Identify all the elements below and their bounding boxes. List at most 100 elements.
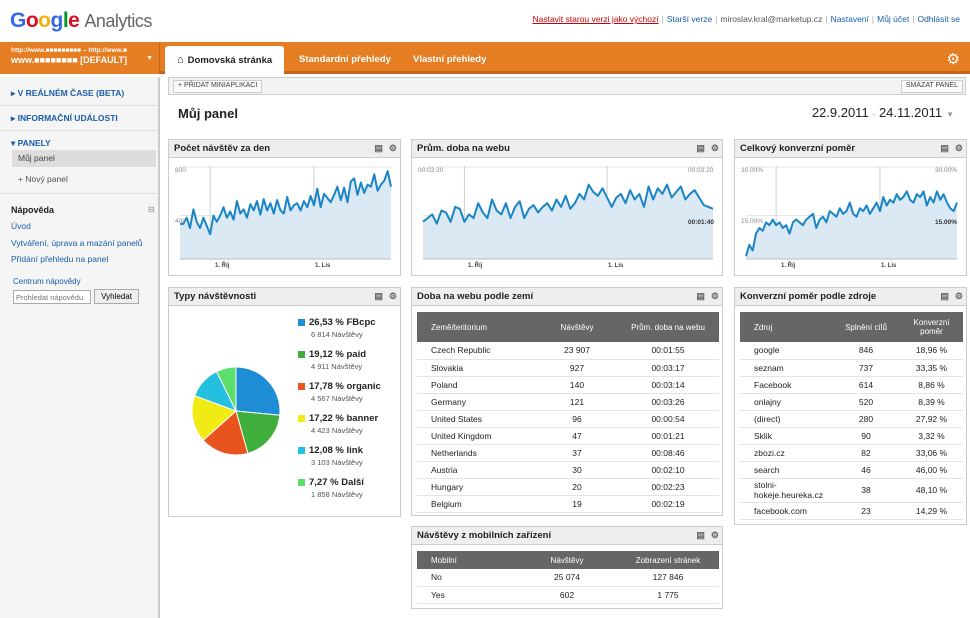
table-row[interactable]: zbozi.cz 82 33,06 % [740,444,963,462]
table-cell: 27,92 % [900,410,963,428]
gear-icon[interactable]: ⚙ [954,291,963,301]
widget-title: Počet návštěv za den [174,143,271,154]
help-link-intro[interactable]: Úvod [11,221,31,231]
area-fill [423,184,713,259]
help-link-add-report[interactable]: Přidání přehledu na panel [11,254,109,264]
table-row[interactable]: Facebook 614 8,86 % [740,376,963,394]
logout-link[interactable]: Odhlásit se [917,14,960,24]
table-cell: 19 [537,495,617,513]
legend-visits: 1 858 Návštěvy [311,490,363,499]
col-header: Prům. doba na webu [617,312,719,342]
table-row[interactable]: Yes 602 1 775 [417,586,719,604]
report-icon[interactable]: ▤ [696,530,705,540]
gear-icon[interactable]: ⚙ [946,51,960,68]
gear-icon[interactable]: ⚙ [710,143,719,153]
series-line [422,183,714,225]
table-cell: 20 [537,478,617,496]
table-cell: 14,29 % [900,502,963,520]
table-row[interactable]: Belgium 19 00:02:19 [417,495,719,513]
set-old-version-link[interactable]: Nastavit starou verzi jako výchozí [532,14,659,24]
table-cell: 00:02:19 [617,495,719,513]
y-label-mid-right: 15.00% [935,219,957,226]
add-widget-button[interactable]: + PŘIDAT MINIAPLIKACI [173,80,263,93]
legend-swatch [298,351,305,358]
area-fill [746,191,957,259]
table-row[interactable]: Netherlands 37 00:08:46 [417,444,719,462]
table-row[interactable]: Slovakia 927 00:03:17 [417,359,719,377]
table-row[interactable]: United States 96 00:00:54 [417,410,719,428]
gear-icon[interactable]: ⚙ [388,143,397,153]
date-range-picker[interactable]: 22.9.2011 - 24.11.2011 ▼ [812,105,954,120]
gear-icon[interactable]: ⚙ [710,291,719,301]
table-row[interactable]: onlajny 520 8,39 % [740,393,963,411]
legend-visits: 3 103 Návštěvy [311,458,363,467]
settings-link[interactable]: Nastavení [830,14,869,24]
help-search-button[interactable]: Vyhledat [94,289,139,304]
table-row[interactable]: facebook.com 23 14,29 % [740,502,963,520]
table-row[interactable]: search 46 46,00 % [740,461,963,479]
table-row[interactable]: Germany 121 00:03:26 [417,393,719,411]
report-icon[interactable]: ▤ [374,143,383,153]
sidebar-item-realtime[interactable]: ▸ V REÁLNÉM ČASE (BETA) [0,88,135,99]
logo-google: Google [10,9,80,32]
tab-custom-reports[interactable]: Vlastní přehledy [413,54,487,65]
y-label-top: 800 [175,167,186,174]
visitor-types-pie-chart [191,366,281,456]
table-cell: 96 [537,410,617,428]
table-row[interactable]: seznam 737 33,35 % [740,359,963,377]
gear-icon[interactable]: ⚙ [388,291,397,301]
sidebar-item-new-panel[interactable]: + Nový panel [18,174,68,184]
sidebar-item-panels[interactable]: ▾ PANELY [0,138,62,149]
table-row[interactable]: Hungary 20 00:02:23 [417,478,719,496]
account-selector[interactable]: http://www.■■■■■■■■■ – http://www.■ www.… [0,42,160,74]
older-version-link[interactable]: Starší verze [666,14,713,24]
gridlines [180,166,392,260]
table-row[interactable]: stolni-hokeje.heureka.cz 38 48,10 % [740,478,963,503]
gear-icon[interactable]: ⚙ [954,143,963,153]
col-header: Návštěvy [537,312,617,342]
help-title: Nápověda [11,205,55,215]
table-cell: stolni-hokeje.heureka.cz [740,478,832,503]
report-icon[interactable]: ▤ [696,143,705,153]
gear-icon[interactable]: ⚙ [710,530,719,540]
sidebar-item-events[interactable]: ▸ INFORMAČNÍ UDÁLOSTI [0,113,129,124]
table-row[interactable]: (direct) 280 27,92 % [740,410,963,428]
pie-slice [215,366,237,412]
table-cell: 25 074 [517,569,617,587]
report-icon[interactable]: ▤ [374,291,383,301]
account-profile: www.■■■■■■■■ [DEFAULT] [11,55,127,65]
date-to: 24.11.2011 [878,105,943,120]
home-icon: ⌂ [177,54,184,66]
table-row[interactable]: Austria 30 00:02:10 [417,461,719,479]
tab-standard-reports[interactable]: Standardní přehledy [299,54,391,65]
y-label-top: 30.00% [741,167,763,174]
help-link-manage-panels[interactable]: Vytváření, úprava a mazání panelů [11,238,143,248]
col-header: Konverzní poměr [900,312,963,342]
table-cell: 46 [832,461,900,479]
delete-panel-button[interactable]: SMAZAT PANEL [900,80,963,93]
y-label-top-right: 00:03:20 [688,167,714,174]
table-row[interactable]: United Kingdom 47 00:01:21 [417,427,719,445]
table-row[interactable]: Poland 140 00:03:14 [417,376,719,394]
tab-home[interactable]: ⌂ Domovská stránka [165,46,285,74]
sidebar-item-my-panel[interactable]: Můj panel [12,150,156,167]
pie-slice [235,410,281,454]
google-analytics-logo[interactable]: Google Analytics [10,9,152,33]
table-row[interactable]: google 846 18,96 % [740,342,963,360]
table-cell: 18,96 % [900,342,963,360]
sidebar-item-panels-label: PANELY [17,138,51,148]
table-row[interactable]: Sklik 90 3,32 % [740,427,963,445]
report-icon[interactable]: ▤ [940,291,949,301]
caret-down-icon: ▾ [11,138,18,148]
help-search-input[interactable] [13,290,91,304]
collapse-icon[interactable]: ⊟ [148,205,155,214]
logo-analytics: Analytics [84,11,152,31]
pie-slice [191,395,237,441]
table-cell: Czech Republic [417,342,537,360]
table-row[interactable]: No 25 074 127 846 [417,569,719,587]
report-icon[interactable]: ▤ [940,143,949,153]
report-icon[interactable]: ▤ [696,291,705,301]
table-row[interactable]: Czech Republic 23 907 00:01:55 [417,342,719,360]
my-account-link[interactable]: Můj účet [877,14,910,24]
widget-visitor-types: Typy návštěvnosti ▤ ⚙ 26,53 % FBcpc 6 814 N… [168,287,401,517]
